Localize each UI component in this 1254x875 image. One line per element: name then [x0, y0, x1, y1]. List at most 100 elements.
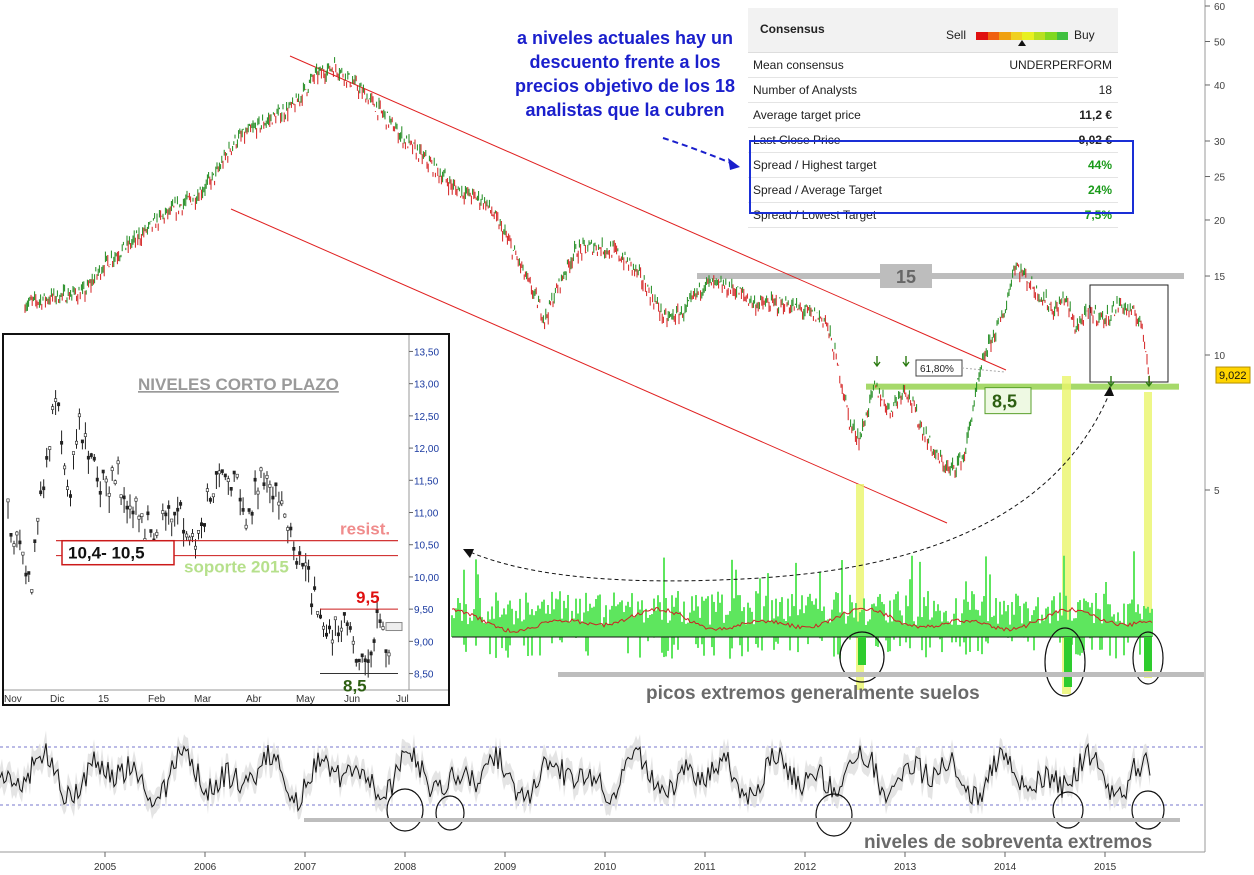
inset-candle: [324, 632, 328, 637]
inset-candle: [137, 515, 141, 520]
inset-resist-label: resist.: [340, 520, 390, 539]
inset-candle: [357, 658, 361, 663]
consensus-row-value: 18: [1098, 83, 1112, 97]
inset-candle: [327, 625, 331, 630]
consensus-row-value: UNDERPERFORM: [1009, 58, 1112, 72]
inset-candle: [104, 478, 108, 483]
inset-candle: [9, 533, 13, 537]
y-tick-label: 10: [1214, 351, 1226, 362]
last-close-label: 9,022: [1219, 370, 1247, 382]
level-85-label: 8,5: [992, 392, 1017, 412]
scale-segment: [987, 32, 999, 40]
inset-candle: [65, 486, 69, 490]
inset-candle: [36, 517, 40, 522]
consensus-row-value: 11,2 €: [1079, 108, 1112, 122]
inset-candle: [30, 589, 34, 593]
inset-candle: [72, 451, 76, 455]
consensus-marker-icon: [1018, 40, 1026, 46]
oscillator-panel: niveles de sobreventa extremos: [0, 730, 1205, 853]
inset-candle: [298, 551, 302, 555]
inset-candle: [318, 614, 322, 619]
inset-candle: [226, 478, 230, 482]
osc-note-label: niveles de sobreventa extremos: [864, 832, 1152, 853]
inset-candle: [176, 507, 180, 512]
inset-candle: [107, 493, 111, 497]
highlight-bar: [856, 484, 864, 690]
oversold-circle: [435, 795, 465, 831]
note-arrow: [662, 137, 739, 167]
inset-candle: [116, 460, 120, 465]
x-tick-label: 2007: [294, 862, 317, 873]
scale-segment: [999, 32, 1011, 40]
curved-arrow: [469, 391, 1111, 582]
inset-candle: [69, 494, 73, 498]
inset-candle: [363, 658, 367, 663]
inset-candle: [149, 529, 153, 533]
inset-x-tick-label: Abr: [246, 694, 262, 704]
inset-y-tick-label: 10,00: [414, 573, 439, 584]
inset-candle: [256, 490, 260, 495]
inset-candle: [229, 487, 233, 491]
x-tick-label: 2015: [1094, 862, 1117, 873]
inset-x-tick-label: 15: [98, 694, 110, 704]
inset-candle: [77, 413, 81, 418]
inset-candle: [265, 475, 269, 479]
inset-candle: [203, 523, 207, 527]
volume-extreme-circle: [1044, 627, 1086, 697]
volume-extreme-circle: [1132, 631, 1164, 685]
inset-y-tick-label: 12,50: [414, 412, 439, 423]
inset-x-tick-label: Jun: [344, 694, 360, 704]
consensus-row: Spread / Average Target 24%: [748, 178, 1118, 203]
inset-candle: [307, 566, 311, 570]
inset-candle: [262, 482, 266, 486]
short-term-inset: 13,50 13,00 12,50 12,00 11,50 11,00 10,50 10,00…: [2, 333, 450, 706]
consensus-row-label: Average target price: [753, 108, 861, 122]
osc-band: [0, 730, 1150, 820]
inset-candle: [197, 530, 201, 534]
inset-candle: [301, 562, 305, 567]
oversold-circle: [1131, 790, 1165, 830]
inset-candle: [125, 505, 129, 510]
inset-candle: [360, 653, 364, 658]
consensus-row-label: Mean consensus: [753, 58, 844, 72]
y-tick-label: 30: [1214, 137, 1226, 148]
inset-candle: [167, 505, 171, 509]
inset-candle: [354, 659, 358, 663]
inset-candle: [188, 536, 192, 541]
inset-y-tick-label: 10,50: [414, 541, 439, 552]
consensus-title: Consensus: [760, 22, 825, 36]
highlight-bar: [1062, 376, 1071, 694]
inset-y-tick-label: 9,00: [414, 637, 434, 648]
x-tick-label: 2012: [794, 862, 817, 873]
level-15-line: [697, 273, 1184, 280]
inset-zone-label: 10,4- 10,5: [68, 544, 145, 563]
inset-x-tick-label: Feb: [148, 694, 166, 704]
inset-candle: [381, 626, 385, 630]
inset-candle: [39, 490, 43, 495]
inset-support-label: soporte 2015: [184, 558, 289, 577]
inset-candle: [83, 433, 87, 437]
inset-candle: [134, 497, 138, 502]
inset-candle: [86, 455, 90, 460]
inset-candle: [164, 512, 168, 517]
inset-candle: [277, 501, 281, 506]
support-arrow-icon: [1145, 376, 1153, 388]
analyst-discount-note: a niveles actuales hay un descuento fren…: [514, 28, 736, 120]
inset-candle: [185, 533, 189, 538]
y-tick-label: 40: [1214, 81, 1226, 92]
inset-candle: [80, 439, 84, 444]
inset-candle: [60, 441, 64, 445]
inset-candle: [259, 467, 263, 472]
consensus-row-label: Number of Analysts: [753, 83, 858, 97]
inset-candle: [253, 477, 257, 482]
oscillator-line: [0, 742, 1151, 813]
inset-candle: [75, 440, 79, 445]
x-tick-label: 2010: [594, 862, 617, 873]
inset-candle: [244, 524, 248, 529]
inset-candle: [170, 518, 174, 523]
inset-x-tick-label: May: [296, 694, 315, 704]
scale-segment: [1045, 32, 1057, 40]
oversold-circle: [815, 793, 853, 837]
volume-note-label: picos extremos generalmente suelos: [646, 683, 980, 704]
